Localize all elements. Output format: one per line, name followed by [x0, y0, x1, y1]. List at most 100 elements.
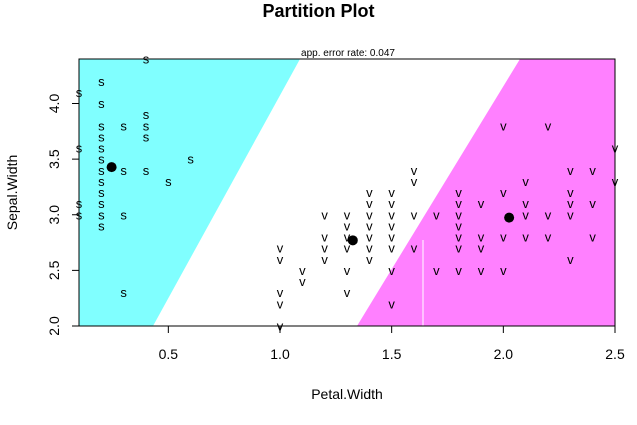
data-point: v [522, 207, 529, 222]
data-point: v [321, 252, 328, 267]
data-point: v [522, 174, 529, 189]
partition-regions [79, 59, 615, 326]
data-point: s [98, 96, 105, 111]
centroid-marker [347, 235, 358, 246]
data-point: v [500, 263, 507, 278]
data-point: v [388, 263, 395, 278]
data-point: s [98, 174, 105, 189]
data-point: s [98, 141, 105, 156]
y-tick-label: 4.0 [46, 94, 62, 114]
data-point: s [98, 218, 105, 233]
data-point: v [455, 207, 462, 222]
x-tick-label: 0.5 [159, 346, 179, 362]
data-point: v [366, 230, 373, 245]
data-point: s [143, 118, 150, 133]
data-point: v [277, 241, 284, 256]
virginica-region [357, 59, 615, 326]
error-rate-subtitle: app. error rate: 0.047 [301, 48, 395, 59]
misclassified-point: v [388, 241, 395, 256]
x-tick-label: 2.0 [494, 346, 514, 362]
data-point: v [344, 207, 351, 222]
data-point: v [411, 163, 418, 178]
data-point: s [143, 129, 150, 144]
data-point: s [98, 196, 105, 211]
data-point: v [366, 207, 373, 222]
data-point: v [567, 185, 574, 200]
x-tick-label: 1.5 [382, 346, 402, 362]
data-point: v [545, 230, 552, 245]
data-point: v [321, 241, 328, 256]
data-point: v [567, 196, 574, 211]
misclassified-point: v [433, 207, 440, 222]
data-point: v [522, 196, 529, 211]
data-point: s [187, 152, 194, 167]
y-tick-label: 3.0 [46, 205, 62, 225]
data-point: s [120, 207, 127, 222]
data-point: v [567, 207, 574, 222]
data-point: v [388, 185, 395, 200]
data-point: s [165, 174, 172, 189]
data-point: v [388, 207, 395, 222]
data-point: v [366, 185, 373, 200]
data-point: v [589, 163, 596, 178]
y-axis: 2.0 2.5 3.0 3.5 4.0 [46, 94, 79, 336]
plot-frame [78, 58, 616, 327]
misclassified-point: v [366, 252, 373, 267]
y-axis-label: Sepal.Width [4, 155, 20, 230]
y-tick-label: 2.0 [46, 316, 62, 336]
data-point: v [500, 185, 507, 200]
data-point: s [98, 207, 105, 222]
data-point: v [344, 241, 351, 256]
data-point: v [478, 230, 485, 245]
y-tick-label: 3.5 [46, 149, 62, 169]
data-point: v [500, 118, 507, 133]
data-point: s [98, 74, 105, 89]
data-point: v [388, 296, 395, 311]
data-point: v [299, 263, 306, 278]
data-point: v [299, 274, 306, 289]
data-point: v [478, 196, 485, 211]
data-point: v [455, 230, 462, 245]
class-centroids [106, 162, 515, 246]
data-point: v [344, 285, 351, 300]
data-point: s [98, 163, 105, 178]
data-point: v [478, 241, 485, 256]
data-point: v [411, 174, 418, 189]
misclassified-point: v [411, 207, 418, 222]
data-point: v [344, 218, 351, 233]
data-point: v [455, 241, 462, 256]
data-point: v [455, 263, 462, 278]
data-point: v [388, 218, 395, 233]
x-tick-label: 2.5 [605, 346, 625, 362]
data-point: v [344, 263, 351, 278]
data-point: v [366, 218, 373, 233]
centroid-marker [504, 212, 515, 223]
data-point: s [98, 118, 105, 133]
x-tick-label: 1.0 [270, 346, 290, 362]
data-point: v [478, 263, 485, 278]
data-point: v [277, 285, 284, 300]
data-point: v [455, 196, 462, 211]
data-point: v [433, 263, 440, 278]
x-axis-label: Petal.Width [311, 386, 383, 402]
data-point: v [366, 241, 373, 256]
data-point: v [589, 196, 596, 211]
data-point: v [277, 296, 284, 311]
data-point: v [522, 230, 529, 245]
data-point: s [120, 163, 127, 178]
data-point: v [545, 207, 552, 222]
data-point: s [120, 118, 127, 133]
data-point: v [321, 230, 328, 245]
data-point: v [411, 241, 418, 256]
data-point: s [98, 185, 105, 200]
x-axis: 0.5 1.0 1.5 2.0 2.5 [159, 326, 625, 362]
data-point: s [120, 285, 127, 300]
data-point: s [98, 129, 105, 144]
misclassified-point: v [388, 230, 395, 245]
data-point: s [143, 163, 150, 178]
data-point: v [321, 207, 328, 222]
chart-title: Partition Plot [263, 1, 375, 21]
